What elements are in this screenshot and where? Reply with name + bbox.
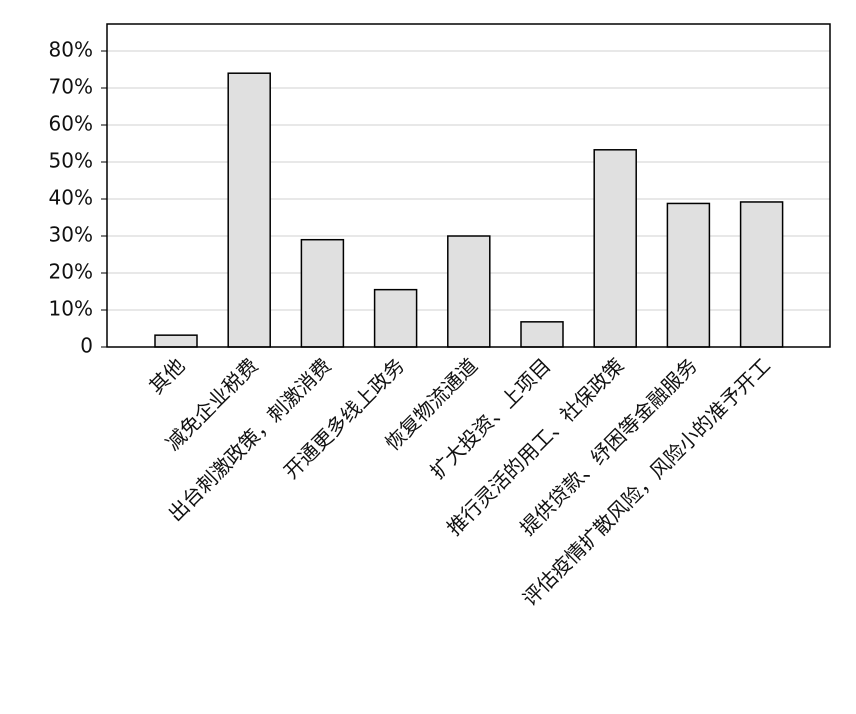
- bar: [666, 202, 711, 348]
- y-tick-label: 40%: [49, 186, 93, 210]
- bar: [739, 201, 784, 348]
- y-tick-label: 0: [80, 334, 93, 358]
- bar: [154, 334, 198, 348]
- bar: [447, 235, 491, 348]
- bar: [373, 288, 418, 348]
- x-tick-label: 其他: [144, 353, 189, 398]
- y-tick-label: 50%: [49, 149, 93, 173]
- y-tick-label: 60%: [49, 112, 93, 136]
- y-tick-label: 20%: [49, 260, 93, 284]
- bar: [593, 149, 637, 348]
- plot-frame: [106, 23, 831, 348]
- y-tick-label: 80%: [49, 38, 93, 62]
- bar: [300, 238, 345, 348]
- y-tick-label: 30%: [49, 223, 93, 247]
- bar: [520, 321, 564, 348]
- bar: [227, 72, 271, 348]
- y-tick-label: 70%: [49, 75, 93, 99]
- y-tick-label: 10%: [49, 297, 93, 321]
